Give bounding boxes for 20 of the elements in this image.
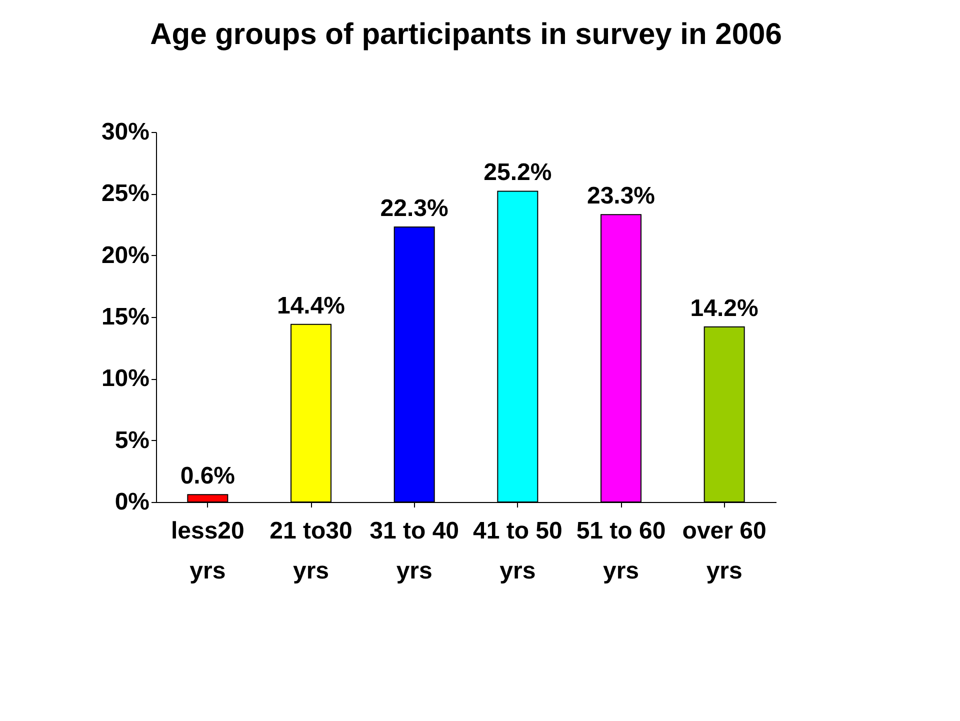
- data-label: 23.3%: [586, 182, 656, 210]
- y-tick-label: 0%: [114, 488, 150, 516]
- x-tick-label: over 60 yrs: [682, 518, 766, 584]
- y-tick-label: 10%: [101, 365, 150, 392]
- data-label: 14.4%: [276, 292, 346, 320]
- x-tick-label: 51 to 60 yrs: [576, 518, 666, 584]
- x-tick-label: 31 to 40 yrs: [370, 518, 460, 584]
- data-label: 14.2%: [690, 294, 758, 322]
- y-tick-label: 25%: [101, 180, 150, 208]
- data-label: 22.3%: [380, 194, 448, 222]
- x-tick-label: 41 to 50 yrs: [472, 518, 562, 584]
- chart-title: Age groups of participants in survey in 2006: [150, 18, 782, 51]
- y-tick-label: 30%: [101, 118, 150, 146]
- y-tick-label: 15%: [101, 304, 150, 330]
- y-tick-label: 20%: [101, 242, 150, 269]
- data-label: 25.2%: [484, 159, 552, 186]
- data-label: 0.6%: [180, 462, 236, 490]
- y-tick-label: 5%: [114, 426, 150, 454]
- x-tick-label: 21 to30 yrs: [270, 518, 352, 584]
- x-tick-label: less20 yrs: [170, 518, 244, 584]
